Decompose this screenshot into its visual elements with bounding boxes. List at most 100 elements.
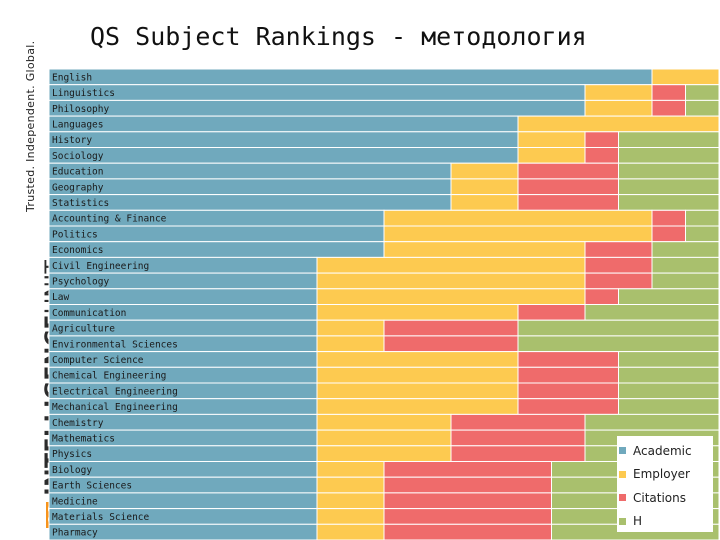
bar-segment-employer <box>316 461 385 478</box>
bar-segment-employer <box>316 445 452 462</box>
category-label: Civil Engineering <box>52 261 149 272</box>
category-label: Chemical Engineering <box>52 371 166 382</box>
bar-segment-h <box>618 131 720 149</box>
category-label: History <box>52 135 92 146</box>
bar-segment-h <box>584 413 720 431</box>
category-label: Sociology <box>52 151 104 162</box>
bar-segment-h <box>651 272 720 290</box>
bar-segment-h <box>685 99 720 117</box>
category-label: Politics <box>52 229 98 240</box>
category-label: Accounting & Finance <box>52 214 167 225</box>
bar-segment-h <box>517 319 720 337</box>
bar-segment-employer <box>517 115 720 133</box>
bar-segment-h <box>618 398 720 415</box>
bar-segment-employer <box>316 508 385 525</box>
bar-segment-h <box>685 209 720 227</box>
bar-segment-academic <box>48 84 586 101</box>
bar-segment-h <box>618 162 720 180</box>
bar-segment-employer <box>316 476 385 494</box>
bar-segment-citations <box>584 131 619 149</box>
bar-segment-academic <box>48 288 318 305</box>
bar-segment-citations <box>383 492 552 510</box>
category-label: Chemistry <box>52 418 104 429</box>
bar-segment-citations <box>517 351 619 368</box>
legend-swatch <box>619 517 626 525</box>
bar-segment-academic <box>48 194 452 211</box>
bar-segment-academic <box>48 115 519 133</box>
bar-segment-employer <box>383 241 586 258</box>
bar-segment-employer <box>450 178 519 196</box>
bar-segment-citations <box>383 476 552 494</box>
bar-segment-citations <box>383 461 552 478</box>
category-label: Medicine <box>52 496 98 507</box>
category-label: Statistics <box>52 198 109 209</box>
legend-label: Academic <box>633 443 692 458</box>
bar-segment-h <box>685 84 720 101</box>
legend-swatch <box>619 494 626 502</box>
bar-segment-employer <box>450 162 519 180</box>
bar-segment-employer <box>316 382 519 400</box>
bar-segment-academic <box>48 99 586 117</box>
bar-segment-h <box>618 147 720 164</box>
category-label: Computer Science <box>52 355 144 366</box>
bar-segment-academic <box>48 68 653 86</box>
bar-segment-citations <box>517 162 619 180</box>
bar-segment-employer <box>316 429 452 447</box>
bar-segment-citations <box>517 382 619 400</box>
bar-segment-employer <box>316 256 586 274</box>
category-label: Materials Science <box>52 512 150 523</box>
bar-segment-h <box>618 178 720 196</box>
bar-segment-citations <box>517 178 619 196</box>
category-label: Education <box>52 167 103 178</box>
bar-segment-citations <box>651 225 686 243</box>
bar-segment-citations <box>450 413 586 431</box>
bar-segment-citations <box>517 398 619 415</box>
bar-segment-citations <box>584 272 653 290</box>
bar-segment-employer <box>383 209 653 227</box>
bar-segment-employer <box>383 225 653 243</box>
bar-segment-citations <box>450 445 586 462</box>
bar-segment-citations <box>383 508 552 525</box>
bar-segment-employer <box>316 304 519 321</box>
bar-segment-employer <box>316 272 586 290</box>
category-label: Geography <box>52 182 104 193</box>
bar-segment-citations <box>383 335 519 353</box>
category-label: Agriculture <box>52 324 115 335</box>
bar-segment-citations <box>383 319 519 337</box>
category-label: Earth Sciences <box>52 481 132 492</box>
bar-segment-citations <box>383 523 552 540</box>
category-label: Physics <box>52 449 92 460</box>
bar-segment-employer <box>316 288 586 305</box>
bar-segment-h <box>618 194 720 211</box>
bar-segment-h <box>618 366 720 384</box>
bar-segment-academic <box>48 178 452 196</box>
bar-segment-h <box>618 288 720 305</box>
legend-item-citations: Citations <box>619 486 711 510</box>
bar-segment-citations <box>651 99 686 117</box>
bar-segment-academic <box>48 162 452 180</box>
legend-item-employer: Employer <box>619 463 711 487</box>
bar-segment-citations <box>517 366 619 384</box>
bar-segment-citations <box>584 147 619 164</box>
page-title: QS Subject Rankings - методология <box>90 22 587 51</box>
chart-legend: Academic Employer Citations H <box>617 436 713 532</box>
bar-segment-employer <box>316 366 519 384</box>
bar-segment-h <box>618 382 720 400</box>
bar-segment-employer <box>316 413 452 431</box>
category-label: Mechanical Engineering <box>52 402 178 413</box>
category-label: Communication <box>52 308 126 319</box>
category-label: Philosophy <box>52 104 109 115</box>
legend-label: Employer <box>633 467 690 482</box>
bar-segment-citations <box>584 256 653 274</box>
legend-swatch <box>619 447 626 455</box>
legend-label: H <box>633 514 643 529</box>
bar-segment-employer <box>450 194 519 211</box>
bar-segment-employer <box>651 68 720 86</box>
bar-segment-employer <box>517 131 586 149</box>
bar-segment-h <box>517 335 720 353</box>
category-label: Psychology <box>52 276 109 287</box>
legend-item-academic: Academic <box>619 439 711 463</box>
category-label: Electrical Engineering <box>52 386 178 397</box>
bar-segment-h <box>584 304 720 321</box>
